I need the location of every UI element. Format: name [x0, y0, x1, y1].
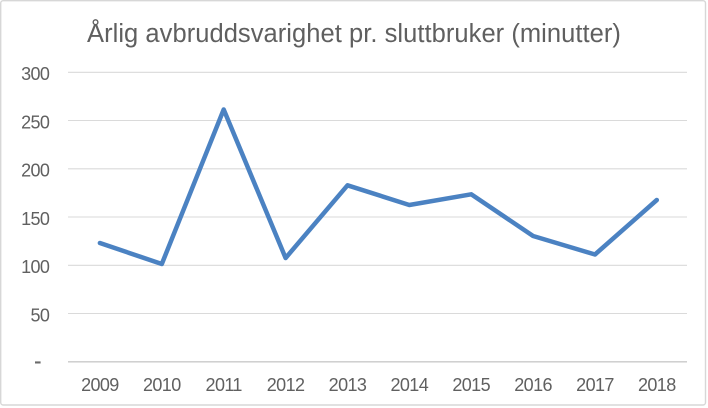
- svg-text:Årlig avbruddsvarighet pr. slu: Årlig avbruddsvarighet pr. sluttbruker (…: [87, 18, 621, 48]
- svg-text:250: 250: [21, 112, 50, 132]
- svg-text:300: 300: [21, 64, 50, 84]
- svg-text:2014: 2014: [390, 375, 428, 395]
- svg-text:2015: 2015: [452, 375, 490, 395]
- svg-text:50: 50: [30, 305, 49, 325]
- svg-text:2011: 2011: [206, 375, 243, 395]
- svg-text:2018: 2018: [638, 375, 676, 395]
- svg-text:200: 200: [21, 161, 50, 181]
- svg-text:150: 150: [21, 209, 50, 229]
- svg-text:100: 100: [21, 257, 50, 277]
- svg-text:2012: 2012: [267, 375, 305, 395]
- svg-text:2013: 2013: [329, 375, 367, 395]
- svg-text:2016: 2016: [514, 375, 552, 395]
- svg-text:2017: 2017: [576, 375, 614, 395]
- svg-text:2010: 2010: [143, 375, 181, 395]
- svg-text:2009: 2009: [81, 375, 119, 395]
